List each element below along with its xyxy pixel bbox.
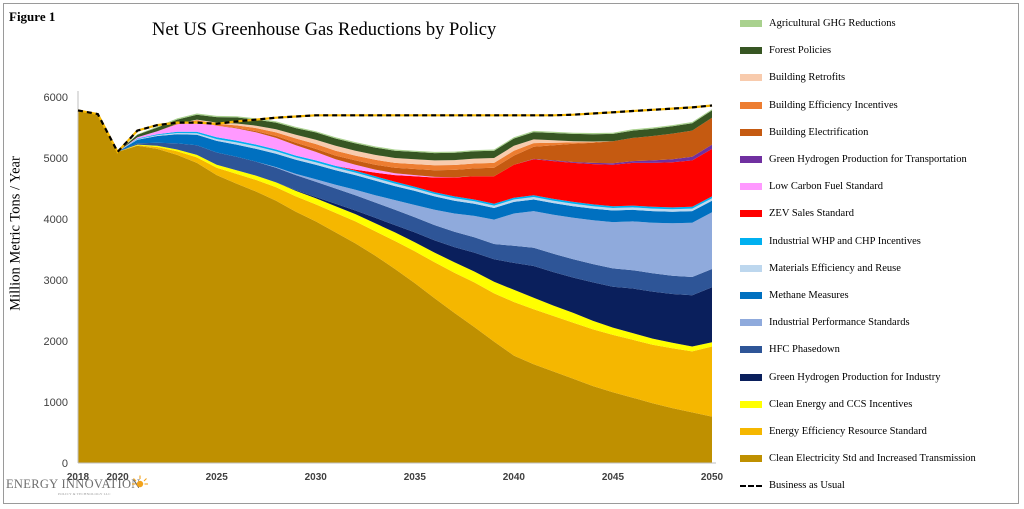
logo-wordmark: ENERGY INNOVATION: [6, 477, 141, 491]
y-tick-label: 0: [62, 458, 68, 470]
legend-swatch: [740, 20, 762, 28]
legend-label: HFC Phasedown: [769, 344, 840, 356]
x-tick-label: 2018: [67, 472, 90, 483]
legend-swatch: [740, 183, 762, 191]
chart-title: Net US Greenhouse Gas Reductions by Poli…: [152, 20, 497, 40]
legend-label: Energy Efficiency Resource Standard: [769, 425, 927, 437]
area-forest-policies: [78, 110, 712, 161]
x-tick-label: 2040: [503, 472, 526, 483]
legend-label: Green Hydrogen Production for Transporta…: [769, 154, 967, 166]
figure-label: Figure 1: [9, 9, 56, 24]
area-building-electrification: [78, 110, 712, 178]
area-zev-sales-standard: [78, 110, 712, 208]
legend-label: Business as Usual: [769, 480, 845, 492]
legend-swatch: [740, 373, 762, 381]
x-tick-label: 2050: [701, 472, 724, 483]
area-energy-efficiency-resource-standard: [78, 110, 712, 417]
legend-swatch: [740, 484, 762, 487]
legend-item: Business as Usual: [740, 472, 1010, 499]
area-green-hydrogen-production-for-transportation: [78, 110, 712, 178]
legend-swatch: [740, 264, 762, 272]
legend-item: Building Efficiency Incentives: [740, 92, 1010, 119]
legend-label: ZEV Sales Standard: [769, 208, 854, 220]
stacked-area-chart: 0 1000 2000 3000 4000 5000 6000 2018 2020 2025 203…: [44, 91, 724, 483]
legend-item: Clean Energy and CCS Incentives: [740, 391, 1010, 418]
legend-item: Building Electrification: [740, 119, 1010, 146]
legend-label: Industrial Performance Standards: [769, 317, 910, 329]
legend-label: Building Electrification: [769, 126, 869, 138]
legend-swatch: [740, 291, 762, 299]
y-tick-label: 3000: [44, 275, 68, 287]
legend-item: Methane Measures: [740, 282, 1010, 309]
legend-item: Green Hydrogen Production for Transporta…: [740, 146, 1010, 173]
legend-label: Agricultural GHG Reductions: [769, 18, 896, 30]
x-tick-label: 2025: [206, 472, 229, 483]
legend-label: Building Retrofits: [769, 72, 846, 84]
legend-swatch: [740, 319, 762, 327]
legend-item: Materials Efficiency and Reuse: [740, 255, 1010, 282]
sun-logo-icon: [132, 475, 148, 488]
legend-item: Low Carbon Fuel Standard: [740, 173, 1010, 200]
legend-label: Materials Efficiency and Reuse: [769, 262, 901, 274]
area-green-hydrogen-production-for-industry: [78, 110, 712, 347]
area-clean-energy-and-ccs-incentives: [78, 110, 712, 352]
y-tick-label: 5000: [44, 153, 68, 165]
chart-legend: Agricultural GHG Reductions Forest Polici…: [740, 10, 1010, 499]
legend-item: Agricultural GHG Reductions: [740, 10, 1010, 37]
x-tick-label: 2030: [305, 472, 328, 483]
legend-item: Building Retrofits: [740, 64, 1010, 91]
legend-item: ZEV Sales Standard: [740, 200, 1010, 227]
legend-swatch: [740, 74, 762, 82]
x-tick-label: 2035: [404, 472, 427, 483]
legend-item: Forest Policies: [740, 37, 1010, 64]
legend-item: Green Hydrogen Production for Industry: [740, 363, 1010, 390]
x-tick-label: 2020: [107, 472, 130, 483]
legend-item: Industrial Performance Standards: [740, 309, 1010, 336]
legend-item: Energy Efficiency Resource Standard: [740, 418, 1010, 445]
y-tick-label: 2000: [44, 336, 68, 348]
legend-swatch: [740, 400, 762, 408]
logo-tagline: POLICY & TECHNOLOGY LLC: [58, 492, 111, 496]
y-tick-label: 4000: [44, 214, 68, 226]
area-industrial-performance-standards: [78, 110, 712, 278]
area-building-retrofits: [78, 110, 712, 166]
legend-label: Clean Electricity Std and Increased Tran…: [769, 453, 976, 465]
legend-label: Forest Policies: [769, 45, 832, 57]
x-tick-label: 2045: [602, 472, 625, 483]
legend-label: Industrial WHP and CHP Incentives: [769, 235, 921, 247]
legend-swatch: [740, 455, 762, 463]
y-tick-label: 1000: [44, 397, 68, 409]
legend-swatch: [740, 156, 762, 164]
legend-swatch: [740, 47, 762, 55]
area-clean-electricity-std-and-increased-transmission: [78, 110, 712, 464]
legend-label: Methane Measures: [769, 289, 849, 301]
y-tick-label: 6000: [44, 92, 68, 104]
legend-label: Green Hydrogen Production for Industry: [769, 371, 941, 383]
legend-swatch: [740, 101, 762, 109]
legend-swatch: [740, 427, 762, 435]
legend-swatch: [740, 128, 762, 136]
legend-swatch: [740, 210, 762, 218]
line-business-as-usual: [77, 104, 713, 154]
legend-label: Clean Energy and CCS Incentives: [769, 398, 913, 410]
area-hfc-phasedown: [78, 110, 712, 296]
legend-label: Building Efficiency Incentives: [769, 99, 898, 111]
legend-item: HFC Phasedown: [740, 336, 1010, 363]
legend-label: Low Carbon Fuel Standard: [769, 181, 884, 193]
legend-swatch: [740, 346, 762, 354]
legend-swatch: [740, 237, 762, 245]
area-methane-measures: [78, 110, 712, 224]
legend-item: Clean Electricity Std and Increased Tran…: [740, 445, 1010, 472]
legend-item: Industrial WHP and CHP Incentives: [740, 228, 1010, 255]
